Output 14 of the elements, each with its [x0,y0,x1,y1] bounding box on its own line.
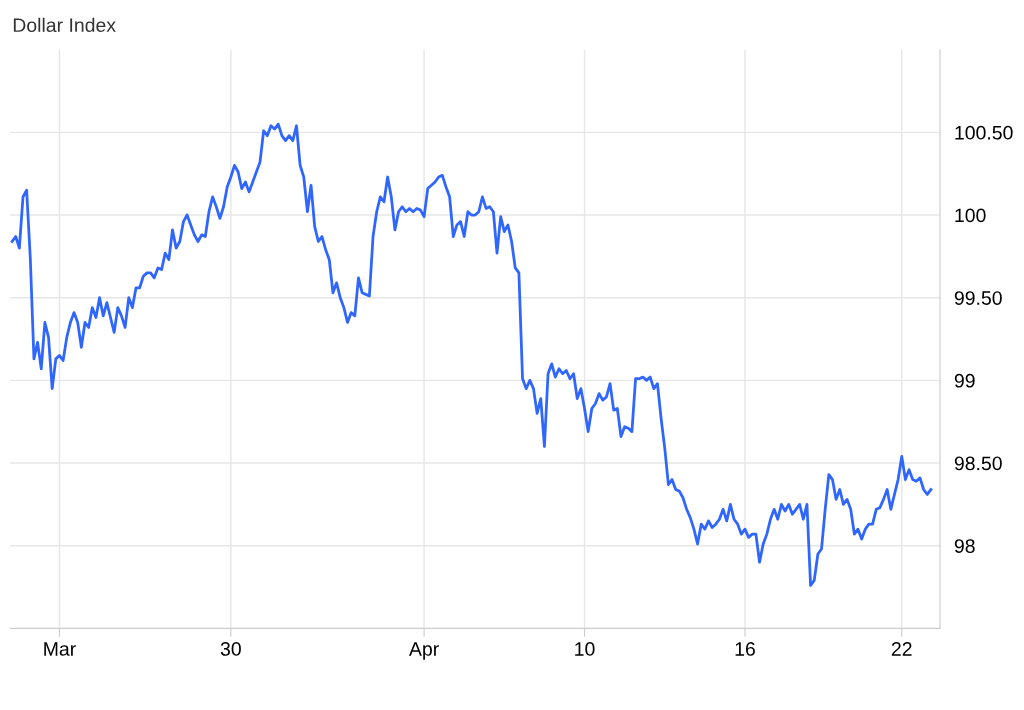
x-tick-label: 10 [575,642,595,656]
y-tick-label: 100 [955,208,986,223]
x-tick-label: 22 [891,642,912,656]
y-tick-label: 99.50 [954,291,1002,305]
y-tick-label: 99 [954,373,975,388]
y-tick-label: 98 [954,539,975,553]
x-tick-label: 16 [735,642,755,656]
y-tick-label: 100.50 [955,125,1013,140]
y-tick-label: 98.50 [954,456,1002,471]
x-tick-label: Mar [44,642,76,656]
chart-title: Dollar Index [13,17,116,33]
line-series [10,122,933,587]
x-tick-label: Apr [409,642,439,660]
x-tick-label: 30 [220,642,241,656]
